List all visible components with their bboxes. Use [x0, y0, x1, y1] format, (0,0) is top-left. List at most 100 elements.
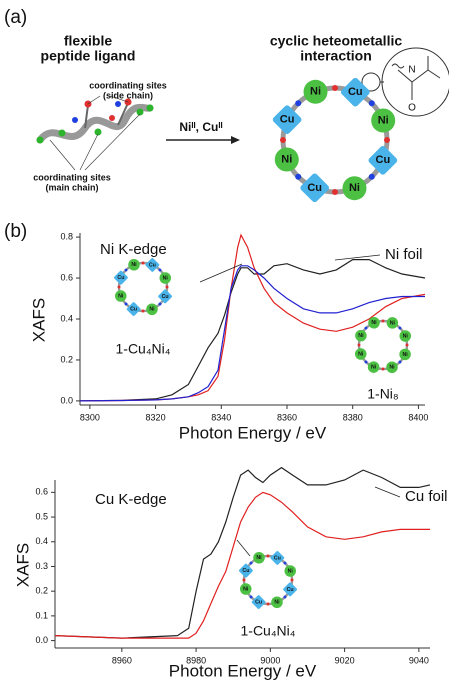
donor-dot — [280, 137, 286, 143]
donor-dot — [399, 327, 402, 330]
y-tick-label: 0.0 — [60, 395, 73, 405]
panel-label: (a) — [4, 7, 27, 28]
x-tick-label: 9020 — [335, 655, 355, 665]
series-label: Cu foil — [405, 488, 448, 505]
donor-dot — [243, 579, 246, 582]
metal-label: Ni — [371, 320, 377, 326]
caption-line: coordinating sites — [33, 172, 111, 182]
series-line — [80, 260, 425, 401]
metal-label: Ni — [403, 333, 409, 339]
donor-dot — [250, 596, 253, 599]
metal-label: Ni — [149, 307, 155, 313]
panel-label: (b) — [4, 221, 27, 242]
donor-dot — [166, 286, 169, 289]
donor-dot — [365, 327, 368, 330]
y-axis-label: XAFS — [29, 298, 48, 342]
metal-label: Cu — [376, 154, 391, 166]
metal-label: Ni — [358, 333, 364, 339]
metal-label: Cu — [280, 114, 295, 126]
donor-dot — [267, 555, 270, 558]
arrow-head — [231, 136, 240, 144]
donor-dot — [332, 189, 338, 195]
figure: (a) (b) Niᴵᴵ, Cuᴵᴵ N O flexiblepeptide li… — [0, 0, 449, 688]
donor-dot — [142, 310, 145, 313]
metal-label: Ni — [288, 568, 294, 574]
metal-label: Ni — [274, 600, 280, 606]
y-axis-label: XAFS — [13, 543, 32, 587]
x-tick-label: 8300 — [80, 412, 100, 422]
caption-line: peptide ligand — [41, 48, 136, 64]
ligand-drawing — [37, 96, 154, 170]
atom-label: O — [408, 103, 416, 114]
metal-label: Ni — [349, 182, 360, 194]
chart-title: Ni K-edge — [100, 241, 167, 258]
donor-dot — [382, 320, 385, 323]
x-tick-label: 8340 — [211, 412, 231, 422]
metal-label: Cu — [287, 587, 294, 593]
donor-dot — [406, 344, 409, 347]
metal-label: Ni — [402, 352, 408, 358]
x-axis-label: Photon Energy / eV — [179, 423, 327, 442]
metal-label: Cu — [307, 182, 322, 194]
caption-line: (side chain) — [103, 90, 153, 100]
metal-label: Cu — [274, 555, 281, 561]
caption-line: flexible — [64, 33, 112, 49]
donor-dot — [358, 344, 361, 347]
donor-dot — [369, 174, 375, 180]
atom-label: N — [408, 65, 415, 76]
series-label: Ni foil — [385, 246, 423, 263]
metal-label: Cu — [348, 86, 363, 98]
donor-dot — [159, 303, 162, 306]
metal-label: Ni — [131, 262, 137, 268]
x-axis-label: Photon Energy / eV — [169, 661, 317, 680]
donor-dot — [332, 85, 338, 91]
caption-line: cyclic heteometallic — [270, 33, 403, 49]
donor-dot — [118, 286, 121, 289]
donor-dot — [250, 562, 253, 565]
x-tick-label: 8360 — [277, 412, 297, 422]
series-line — [55, 492, 430, 638]
metal-label: Cu — [149, 262, 156, 268]
x-tick-label: 8320 — [146, 412, 166, 422]
inset-leader — [237, 540, 250, 556]
donor-dot — [159, 269, 162, 272]
metal-label: Ni — [310, 86, 321, 98]
inset-label: 1-Cu₄Ni₄ — [116, 341, 171, 357]
caption-line: (main chain) — [45, 182, 98, 192]
ring-molecule: NiNiNiNiNiNiNiNi — [355, 317, 411, 373]
donor-dot — [295, 100, 301, 106]
y-tick-label: 0.5 — [35, 511, 48, 521]
y-tick-label: 0.2 — [60, 354, 73, 364]
inset-label: 1-Ni₈ — [367, 386, 398, 402]
caption-line: interaction — [300, 48, 372, 64]
label-leader — [375, 487, 400, 497]
y-tick-label: 0.0 — [35, 635, 48, 645]
donor-dot — [399, 361, 402, 364]
metal-label: Ni — [163, 275, 169, 281]
donor-dot — [142, 262, 145, 265]
donor-dot — [284, 596, 287, 599]
y-tick-label: 0.4 — [60, 313, 73, 323]
metal-label: Cu — [242, 568, 249, 574]
y-tick-label: 0.8 — [60, 231, 73, 241]
metal-label: Cu — [130, 306, 137, 312]
x-tick-label: 8960 — [112, 655, 132, 665]
donor-dot — [125, 303, 128, 306]
x-tick-label: 9040 — [409, 655, 429, 665]
donor-dot — [384, 137, 390, 143]
metal-label: Cu — [162, 294, 169, 300]
metal-label: Ni — [358, 351, 364, 357]
metal-label: Ni — [390, 320, 396, 326]
metal-label: Cu — [255, 599, 262, 605]
y-tick-label: 0.6 — [60, 272, 73, 282]
y-tick-label: 0.1 — [35, 610, 48, 620]
metal-label: Ni — [371, 364, 377, 370]
metal-label: Ni — [256, 555, 262, 561]
donor-dot — [382, 368, 385, 371]
arrow-label: Niᴵᴵ, Cuᴵᴵ — [179, 120, 222, 134]
series-line — [80, 266, 425, 401]
metal-label: Ni — [378, 114, 389, 126]
